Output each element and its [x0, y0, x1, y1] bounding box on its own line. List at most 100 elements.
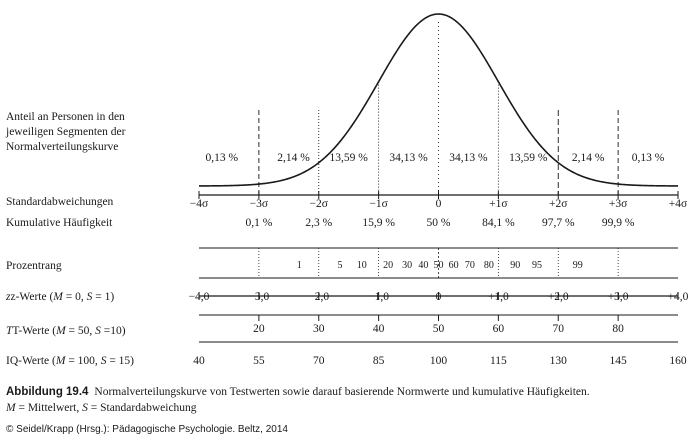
iq-label-m: M: [55, 355, 67, 367]
percent-rank-value: 60: [449, 260, 459, 271]
percent-rank-value: 40: [418, 260, 428, 271]
iq-label-s: S: [101, 355, 107, 367]
iq-value: 55: [253, 355, 265, 367]
curve-label-line-3: Normalverteilungskurve: [6, 141, 118, 153]
segment-percentage: 0,13 %: [632, 152, 665, 164]
z-values: −4,0 −3,0 −2,0 −1,0 0 +1,0 +2,0 +3,0 +4,0: [189, 291, 689, 303]
segment-percentages: 0,13 % 2,14 % 13,59 % 34,13 % 34,13 % 13,59 %…: [205, 152, 664, 164]
t-label-sval: =10): [101, 325, 126, 337]
sd-ticks: −4σ −3σ −2σ −1σ 0 +1σ +2σ +3σ +4σ: [190, 191, 688, 210]
segment-percentage: 13,59 %: [509, 152, 548, 164]
t-value: 60: [493, 323, 505, 335]
pr-label: Prozentrang: [6, 260, 62, 272]
sd-tick-label: −3σ: [250, 198, 269, 210]
normal-curve: [199, 13, 678, 187]
percent-rank-value: 99: [573, 260, 583, 271]
iq-value: 130: [550, 355, 568, 367]
percent-rank-value: 30: [402, 260, 412, 271]
z-value: 0: [436, 291, 442, 303]
z-value: +4,0: [668, 291, 689, 303]
sd-tick-label: +3σ: [609, 198, 628, 210]
segment-percentage: 0,13 %: [205, 152, 238, 164]
sd-tick-label: 0: [436, 198, 442, 210]
percent-rank-value: 1: [297, 260, 302, 271]
z-value: −2,0: [308, 291, 329, 303]
percent-rank-value: 70: [465, 260, 475, 271]
t-value: 70: [553, 323, 565, 335]
iq-value: 85: [373, 355, 385, 367]
caption-line-2: M = Mittelwert, S = Standardabweichung: [5, 402, 197, 414]
percent-rank-value: 95: [532, 260, 542, 271]
caption-bold: Abbildung 19.4: [6, 386, 89, 398]
t-values: 20 30 40 50 60 70 80: [253, 315, 624, 335]
t-value: 80: [612, 323, 624, 335]
t-label-prefix: T-Werte (: [12, 325, 56, 337]
iq-label-sval: = 15): [106, 355, 134, 367]
curve-label-line-2: jeweiligen Segmenten der: [5, 126, 126, 138]
iq-value: 115: [490, 355, 507, 367]
segment-percentage: 13,59 %: [330, 152, 369, 164]
sigma-divider-lines: [258, 22, 619, 195]
cumulative-value: 97,7 %: [542, 217, 575, 229]
curve-label: Anteil an Personen in den jeweiligen Seg…: [5, 111, 126, 153]
percent-rank-value: 20: [383, 260, 393, 271]
caption-line-1: Abbildung 19.4 Normalverteilungskurve von…: [6, 386, 590, 398]
z-label-m: M: [52, 291, 64, 303]
sd-tick-label: −4σ: [190, 198, 209, 210]
sd-tick-label: +2σ: [549, 198, 568, 210]
iq-value: 160: [669, 355, 687, 367]
cumulative-value: 2,3 %: [305, 217, 332, 229]
z-label-mval: = 0,: [63, 291, 87, 303]
z-label-sval: = 1): [92, 291, 114, 303]
z-value: +3,0: [608, 291, 629, 303]
z-label: zz-Werte (M = 0, S = 1): [5, 291, 114, 303]
caption-text: Normalverteilungskurve von Testwerten so…: [94, 386, 589, 398]
t-value: 20: [253, 323, 265, 335]
z-value: −3,0: [248, 291, 269, 303]
iq-label: IQ-Werte (M = 100, S = 15): [6, 355, 134, 367]
segment-percentage: 2,14 %: [277, 152, 310, 164]
segment-percentage: 2,14 %: [572, 152, 605, 164]
cumulative-value: 99,9 %: [602, 217, 635, 229]
cumulative-value: 0,1 %: [245, 217, 272, 229]
percent-rank-value: 90: [510, 260, 520, 271]
caption-m-text: = Mittelwert,: [16, 402, 83, 414]
percent-rank-value: 10: [357, 260, 367, 271]
t-value: 50: [433, 323, 445, 335]
percent-rank-values: 1 5 10 20 30 40 50 60 70 80 90 95 99: [258, 248, 619, 278]
sd-tick-label: −2σ: [310, 198, 329, 210]
sd-tick-label: +1σ: [489, 198, 508, 210]
iq-value: 40: [193, 355, 205, 367]
caption-s-text: = Standardabweichung: [88, 402, 197, 414]
z-value: +1,0: [488, 291, 509, 303]
z-label-s: S: [87, 291, 93, 303]
t-label-mval: = 50,: [66, 325, 96, 337]
z-label-z: z: [5, 291, 11, 303]
sd-label: Standardabweichungen: [6, 196, 114, 208]
normal-curve-group: [199, 13, 678, 195]
copyright: © Seidel/Krapp (Hrsg.): Pädagogische Psy…: [6, 424, 288, 435]
z-value: +2,0: [548, 291, 569, 303]
t-label-m: M: [55, 325, 67, 337]
z-value: −4,0: [189, 291, 210, 303]
z-value: −1,0: [368, 291, 389, 303]
segment-percentage: 34,13 %: [389, 152, 428, 164]
percent-rank-value: 80: [484, 260, 494, 271]
iq-label-mval: = 100,: [65, 355, 100, 367]
iq-value: 145: [610, 355, 628, 367]
sd-tick-label: −1σ: [369, 198, 388, 210]
t-label-s: S: [95, 325, 101, 337]
cumulative-value: 84,1 %: [482, 217, 515, 229]
cumulative-value: 50 %: [427, 217, 451, 229]
cum-label: Kumulative Häufigkeit: [6, 217, 113, 229]
curve-label-line-1: Anteil an Personen in den: [6, 111, 125, 123]
t-value: 30: [313, 323, 325, 335]
iq-label-prefix: IQ-Werte (: [6, 355, 56, 367]
cumulative-value: 15,9 %: [362, 217, 395, 229]
caption-m: M: [5, 402, 17, 414]
iq-value: 100: [430, 355, 448, 367]
t-value: 40: [373, 323, 385, 335]
iq-values: 40 55 70 85 100 115 130 145 160: [193, 355, 687, 367]
segment-percentage: 34,13 %: [449, 152, 488, 164]
